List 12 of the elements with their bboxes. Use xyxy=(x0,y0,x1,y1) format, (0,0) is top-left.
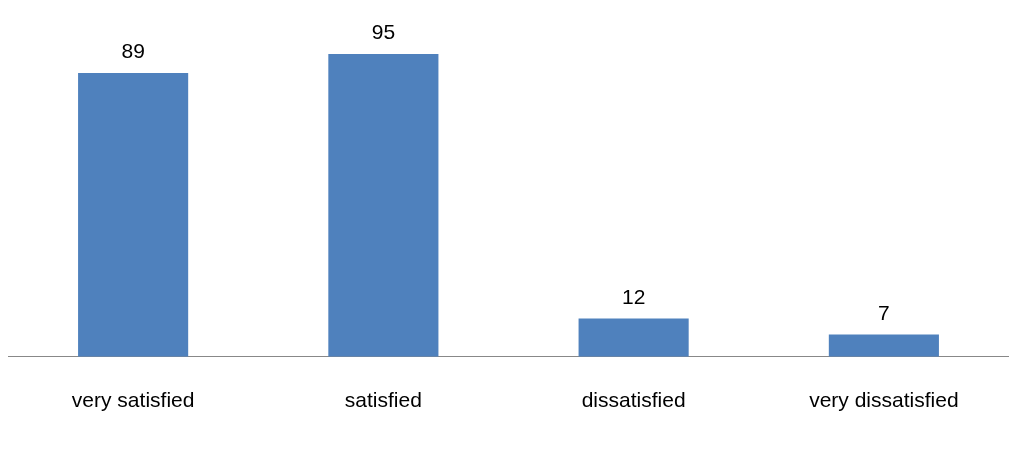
data-label: 95 xyxy=(371,20,396,44)
x-tick-label: satisfied xyxy=(344,388,422,412)
data-label: 12 xyxy=(621,284,646,308)
bar xyxy=(828,334,939,357)
data-label: 7 xyxy=(878,300,890,324)
x-tick-label: dissatisfied xyxy=(581,388,686,412)
bar xyxy=(78,73,189,357)
x-tick-label: very satisfied xyxy=(71,388,195,412)
data-label: 89 xyxy=(121,39,145,63)
x-tick-label: very dissatisfied xyxy=(809,388,959,412)
bar xyxy=(328,53,439,357)
bar xyxy=(578,318,689,357)
